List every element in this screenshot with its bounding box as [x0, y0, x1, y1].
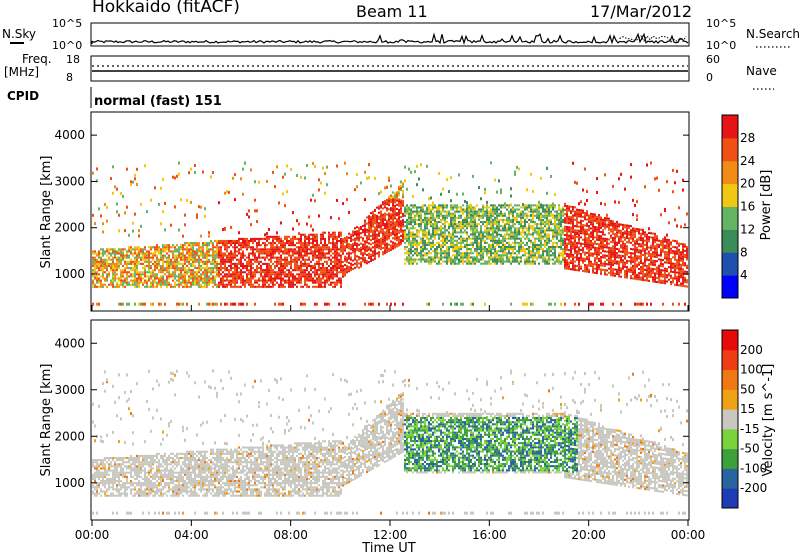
- colorbar-swatch: [722, 448, 738, 469]
- power-heatmap: [92, 161, 688, 306]
- colorbar-tick-label: 8: [740, 245, 748, 259]
- x-axis-ticks: 00:00 04:00 08:00 12:00 16:00 20:00 00:00: [75, 305, 706, 542]
- nave-label: Nave: [746, 64, 777, 78]
- colorbar-swatch: [722, 428, 738, 450]
- power-yticks: 1000 2000 3000 4000: [54, 128, 689, 281]
- date-title: 17/Mar/2012: [590, 2, 692, 21]
- velocity-yticks: 1000 2000 3000 4000: [54, 336, 689, 490]
- y-tick-label: 3000: [54, 174, 85, 188]
- y-tick-label: 4000: [54, 128, 85, 142]
- colorbar-tick-label: 4: [740, 268, 748, 282]
- power-colorbar: 28 24 20 16 12 8 4: [721, 114, 755, 299]
- freq-panel-frame: [90, 55, 690, 82]
- colorbar-swatch: [722, 183, 738, 207]
- nave-tick-bottom: 0: [706, 71, 713, 84]
- nsky-tick-bottom: 10^0: [52, 39, 82, 52]
- velocity-ylabel: Slant Range [km]: [39, 364, 54, 477]
- x-tick-label: 12:00: [373, 528, 408, 542]
- freq-label: Freq.: [22, 52, 52, 66]
- y-tick-label: 4000: [54, 336, 85, 350]
- y-tick-label: 1000: [54, 267, 85, 281]
- velocity-colorbar-label: Velocity [m s^-1]: [761, 364, 776, 477]
- nsearch-tick-bottom: 10^0: [706, 39, 736, 52]
- nsky-label: N.Sky: [2, 27, 36, 41]
- colorbar-swatch: [722, 206, 738, 230]
- x-tick-label: 20:00: [571, 528, 606, 542]
- colorbar-tick-label: 24: [740, 154, 755, 168]
- nsearch-trace: [619, 35, 687, 43]
- y-tick-label: 3000: [54, 383, 85, 397]
- colorbar-tick-label: -50: [740, 442, 760, 456]
- nsearch-tick-top: 10^5: [706, 17, 736, 30]
- x-tick-label: 04:00: [174, 528, 209, 542]
- colorbar-frame: [721, 329, 739, 509]
- y-tick-label: 2000: [54, 221, 85, 235]
- colorbar-swatch: [722, 349, 738, 371]
- colorbar-tick-label: 12: [740, 222, 755, 236]
- colorbar-swatch: [722, 488, 738, 509]
- y-tick-label: 1000: [54, 476, 85, 490]
- colorbar-tick-label: 200: [740, 343, 763, 357]
- colorbar-tick-label: 50: [740, 382, 755, 396]
- nsearch-label: N.Search: [746, 27, 800, 41]
- colorbar-swatch: [722, 468, 738, 489]
- x-axis-label: Time UT: [361, 541, 415, 554]
- velocity-colorbar: 200 100 50 15 -15 -50 -100 -200: [721, 329, 767, 509]
- nsky-panel-frame: [90, 22, 690, 47]
- colorbar-swatch: [722, 229, 738, 253]
- colorbar-swatch: [722, 330, 738, 351]
- cpid-label: CPID: [7, 89, 39, 103]
- colorbar-swatch: [722, 252, 738, 276]
- colorbar-tick-label: -200: [740, 481, 767, 495]
- nsky-trace: [91, 32, 689, 45]
- colorbar-swatch: [722, 409, 738, 430]
- freq-tick-top: 18: [66, 53, 80, 66]
- freq-tick-bottom: 8: [66, 71, 73, 84]
- nsky-tick-top: 10^5: [52, 17, 82, 30]
- freq-unit: [MHz]: [4, 65, 39, 79]
- radar-title: Hokkaido (fitACF): [92, 0, 240, 17]
- colorbar-swatch: [722, 389, 738, 410]
- colorbar-swatch: [722, 275, 738, 299]
- power-panel-frame: [90, 111, 690, 312]
- colorbar-swatch: [722, 160, 738, 185]
- colorbar-tick-label: -15: [740, 422, 760, 436]
- colorbar-tick-label: 15: [740, 402, 755, 416]
- beam-title: Beam 11: [356, 2, 428, 21]
- colorbar-tick-label: 16: [740, 200, 755, 214]
- x-tick-label: 16:00: [472, 528, 507, 542]
- colorbar-swatch: [722, 115, 738, 139]
- colorbar-tick-label: 28: [740, 131, 755, 145]
- colorbar-tick-label: -100: [740, 461, 767, 475]
- colorbar-tick-label: 20: [740, 177, 755, 191]
- power-colorbar-label: Power [dB]: [759, 170, 774, 241]
- power-ylabel: Slant Range [km]: [39, 156, 54, 269]
- x-tick-label: 08:00: [273, 528, 308, 542]
- cpid-value: normal (fast) 151: [94, 94, 222, 109]
- velocity-heatmap: [92, 369, 688, 515]
- colorbar-swatch: [722, 369, 738, 390]
- colorbar-tick-label: 100: [740, 363, 763, 377]
- nave-tick-top: 60: [706, 53, 720, 66]
- colorbar-swatch: [722, 137, 738, 162]
- colorbar-frame: [721, 114, 739, 299]
- x-tick-label: 00:00: [75, 528, 110, 542]
- y-tick-label: 2000: [54, 429, 85, 443]
- x-tick-label: 00:00: [671, 528, 706, 542]
